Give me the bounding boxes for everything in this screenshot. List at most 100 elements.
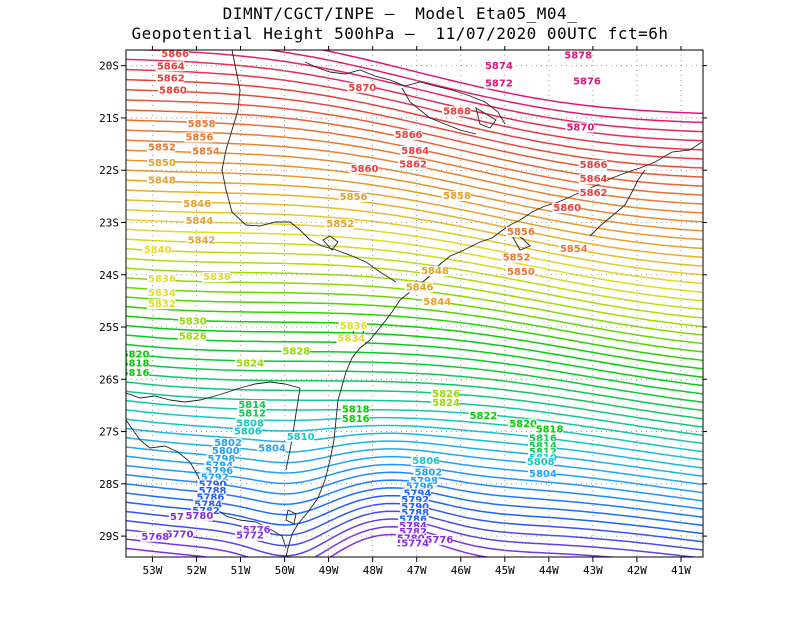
- contour-label-background: [177, 331, 207, 342]
- x-tick-label: 46W: [451, 564, 471, 577]
- contour-label-background: [422, 297, 451, 308]
- contour-label: 5818: [536, 425, 564, 436]
- contour-label-background: [210, 446, 240, 457]
- contour-label: 5862: [157, 73, 185, 84]
- contour-label-background: [241, 524, 271, 535]
- contour-label-background: [195, 492, 224, 503]
- contour-label: 5870: [566, 122, 594, 133]
- contour-label-background: [169, 511, 198, 522]
- contour-label-background: [552, 202, 581, 213]
- contour-label: 5846: [183, 199, 211, 210]
- contour-label-background: [184, 510, 213, 521]
- contour-label: 5820: [122, 349, 150, 360]
- contour-label-background: [400, 508, 429, 519]
- contour-line: [126, 381, 703, 428]
- contour-label: 5854: [560, 244, 588, 255]
- contour-line: [126, 129, 703, 205]
- x-tick-label: 45W: [495, 564, 515, 577]
- contour-line: [126, 159, 703, 232]
- contour-label-background: [565, 122, 594, 133]
- contour-label: 5810: [287, 432, 315, 443]
- contour-label: 5816: [529, 433, 557, 444]
- contour-label: 5808: [236, 418, 264, 429]
- contour-label: 5868: [443, 106, 471, 117]
- contour-label: 5840: [144, 245, 172, 256]
- contour-line: [126, 371, 703, 420]
- contour-label: 5852: [503, 253, 531, 264]
- contour-label: 5844: [423, 297, 451, 308]
- contour-label-background: [126, 358, 149, 369]
- contour-line: [126, 427, 703, 469]
- contour-label-background: [340, 414, 370, 425]
- contour-label: 5776: [243, 525, 271, 536]
- contour-label-background: [398, 514, 427, 525]
- contour-label-background: [235, 358, 264, 369]
- coastline-segment: [285, 509, 297, 525]
- y-tick-label: 22S: [99, 164, 119, 177]
- contour-label-background: [237, 408, 266, 419]
- x-tick-label: 44W: [539, 564, 559, 577]
- contour-label-background: [404, 282, 434, 293]
- contour-label-background: [409, 475, 438, 486]
- contour-label: 5776: [426, 535, 454, 546]
- contour-label: 5814: [529, 441, 557, 452]
- contour-label-background: [142, 244, 172, 255]
- contour-label: 5862: [580, 188, 608, 199]
- contour-label-background: [186, 118, 216, 129]
- contour-label: 5834: [337, 334, 365, 345]
- contour-line: [126, 296, 703, 353]
- contour-label: 5780: [185, 511, 213, 522]
- contour-label: 5850: [507, 267, 535, 278]
- contour-label-background: [424, 534, 453, 545]
- contour-label-background: [400, 538, 429, 549]
- contour-label: 5786: [196, 493, 224, 504]
- contour-label: 5790: [401, 502, 429, 513]
- contour-line: [126, 305, 703, 362]
- coastline-segment: [304, 61, 506, 125]
- contour-label: 5824: [236, 359, 264, 370]
- contour-line: [126, 68, 703, 151]
- y-tick-label: 29S: [99, 530, 119, 543]
- contour-line: [126, 189, 703, 258]
- contour-line: [126, 228, 703, 293]
- contour-label: 5812: [529, 447, 557, 458]
- contour-label-background: [528, 440, 557, 451]
- contour-label: 5798: [207, 454, 235, 465]
- contour-label: 5814: [238, 400, 266, 411]
- contour-label-background: [572, 76, 601, 87]
- contour-label-background: [338, 192, 368, 203]
- contour-line: [126, 286, 703, 345]
- contour-label-background: [483, 78, 513, 89]
- contour-label: 5772: [236, 531, 264, 542]
- coastline-segment: [589, 169, 646, 237]
- contour-label: 5860: [351, 164, 379, 175]
- contour-label-background: [349, 163, 379, 174]
- contour-label: 5856: [507, 227, 535, 238]
- contour-label: 5786: [399, 515, 427, 526]
- contour-label-background: [468, 411, 497, 422]
- contour-label: 5852: [326, 219, 354, 230]
- contour-label: 5792: [401, 495, 429, 506]
- contour-line: [126, 390, 703, 437]
- contour-label: 5830: [179, 316, 207, 327]
- contour-line: [126, 418, 703, 461]
- contour-label: 5872: [485, 79, 513, 90]
- y-tick-label: 24S: [99, 269, 119, 282]
- contour-label-background: [442, 190, 471, 201]
- contour-label: 5856: [185, 132, 213, 143]
- y-tick-label: 28S: [99, 478, 119, 491]
- contour-label: 5860: [159, 85, 187, 96]
- contour-label-background: [164, 529, 194, 540]
- contour-label-background: [393, 129, 423, 140]
- contour-line: [126, 362, 703, 412]
- contour-label-background: [558, 243, 588, 254]
- contour-label: 5802: [415, 467, 443, 478]
- contour-label-background: [442, 106, 471, 117]
- contour-label-background: [395, 533, 425, 544]
- contour-label: 5804: [529, 469, 557, 480]
- contour-label-background: [147, 274, 176, 285]
- contour-label: 5816: [342, 414, 370, 425]
- contour-label: 5820: [509, 419, 537, 430]
- contour-label: 5858: [443, 191, 471, 202]
